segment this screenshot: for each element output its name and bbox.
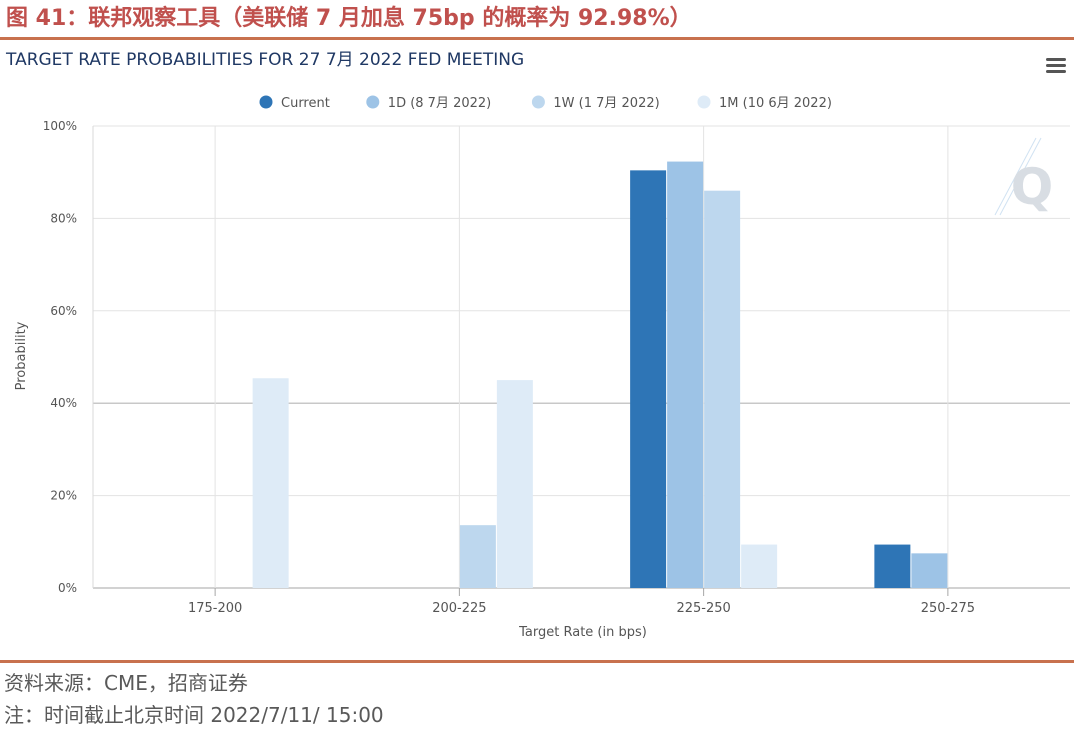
chart-bars (252, 161, 948, 589)
chart-legend: Current 1D (8 7月 2022) 1W (1 7月 2022) 1M (1… (259, 95, 832, 112)
legend-label: 1M (10 6月 2022) (719, 96, 832, 111)
y-tick-label: 20% (50, 489, 77, 503)
chart-svg: TARGET RATE PROBABILITIES FOR 27 7月 2022… (5, 50, 1070, 640)
q-logo-watermark: Q (994, 137, 1054, 216)
legend-item[interactable]: 1W (1 7月 2022) (531, 95, 660, 112)
time-note: 注：时间截止北京时间 2022/7/11/ 15:00 (4, 703, 384, 727)
chart-grid (92, 125, 1070, 589)
bar-1w-200-225[interactable] (459, 525, 496, 588)
legend-marker (531, 95, 545, 109)
y-tick-label: 100% (43, 119, 77, 133)
bar-1d-250-275[interactable] (911, 553, 948, 588)
top-divider (0, 37, 1074, 40)
legend-label: 1W (1 7月 2022) (553, 96, 659, 111)
y-axis-ticks: 0% 20% 40% 60% 80% 100% (43, 119, 77, 595)
legend-item[interactable]: 1D (8 7月 2022) (366, 95, 491, 112)
source-note: 资料来源：CME，招商证券 (4, 671, 248, 695)
legend-label: Current (281, 96, 330, 111)
bar-1d-225-250[interactable] (667, 161, 704, 588)
x-axis-label: Target Rate (in bps) (518, 625, 647, 640)
bottom-divider (0, 660, 1074, 663)
figure-title: 图 41：联邦观察工具（美联储 7 月加息 75bp 的概率为 92.98%） (6, 6, 692, 31)
x-tick-label: 175-200 (188, 601, 242, 616)
svg-text:Q: Q (1011, 158, 1054, 216)
menu-button[interactable] (1040, 54, 1070, 78)
legend-item[interactable]: 1M (10 6月 2022) (697, 95, 832, 112)
y-axis-label: Probability (14, 321, 29, 390)
x-tick-label: 200-225 (432, 601, 486, 616)
legend-item[interactable]: Current (259, 95, 330, 112)
hamburger-menu-icon (1046, 58, 1066, 73)
bar-1m-225-250[interactable] (741, 544, 778, 588)
chart-title: TARGET RATE PROBABILITIES FOR 27 7月 2022… (5, 50, 524, 70)
bar-current-225-250[interactable] (630, 170, 667, 589)
x-tick-label: 250-275 (921, 601, 975, 616)
legend-label: 1D (8 7月 2022) (388, 96, 491, 111)
x-axis-ticks: 175-200 200-225 225-250 250-275 (188, 588, 975, 616)
bar-current-250-275[interactable] (874, 544, 911, 588)
legend-marker (259, 95, 273, 109)
y-tick-label: 0% (58, 581, 77, 595)
bar-1m-175-200[interactable] (252, 378, 289, 588)
legend-marker (366, 95, 380, 109)
bar-1w-225-250[interactable] (704, 190, 741, 588)
bar-1m-200-225[interactable] (496, 380, 533, 588)
y-tick-label: 40% (50, 396, 77, 410)
chart-container: TARGET RATE PROBABILITIES FOR 27 7月 2022… (0, 40, 1080, 658)
y-tick-label: 60% (50, 304, 77, 318)
legend-marker (697, 95, 711, 109)
x-tick-label: 225-250 (676, 601, 730, 616)
y-tick-label: 80% (50, 211, 77, 225)
